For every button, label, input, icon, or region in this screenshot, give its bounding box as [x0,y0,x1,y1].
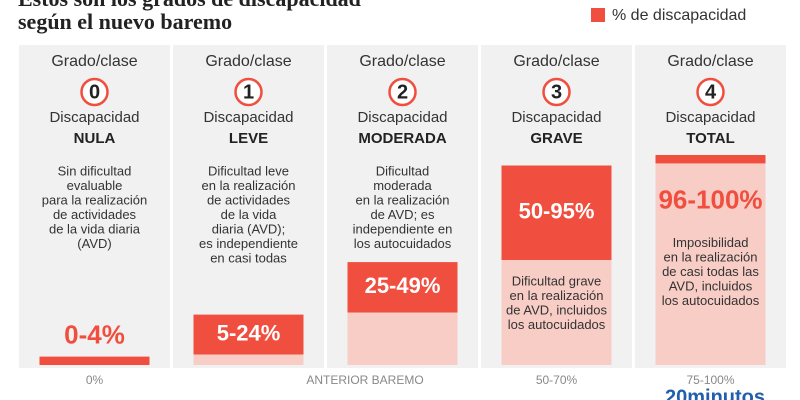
base-area [347,312,458,365]
description-line: Dificultad leve [208,163,289,178]
category: GRAVE [530,130,582,147]
description-line: Sin dificultad [58,163,132,178]
description-line: Dificultad [376,163,429,178]
category-label: Discapacidad [357,109,447,126]
range-label: 50-95% [519,199,595,224]
legend-label: % de discapacidad [612,7,746,24]
description-line: en la realización [356,192,450,207]
category-label: Discapacidad [665,109,755,126]
description-line: en la realización [510,288,604,303]
description-line: de AVD; es [370,207,435,222]
description-line: AVD, incluidos [669,278,753,293]
category: NULA [74,130,116,147]
grade: 1 [243,81,254,103]
grade: 4 [705,81,717,103]
grade-circle [388,77,417,107]
description-line: los autocuidados [508,317,606,332]
grade-circle [542,77,571,107]
description-line: los autocuidados [662,293,760,308]
base-area [655,163,766,365]
base-area [193,354,304,365]
range-bar [193,314,304,355]
category-label: Discapacidad [511,109,601,126]
description-line: Imposibilidad [673,235,749,250]
base-area [501,260,612,365]
grade: 3 [551,81,562,103]
grade-label: Grado/clase [359,53,445,70]
previous-range: 75-100% [686,373,734,387]
description-line: de actividades [53,207,137,222]
grade: 2 [397,81,408,103]
grade: 0 [89,81,100,103]
description-line: para la realización [42,192,148,207]
range-label: 25-49% [365,273,441,298]
description-line: en la realización [664,249,758,264]
range-bar [655,155,766,164]
description-line: en la realización [202,178,296,193]
description-line: es independiente [199,236,298,251]
category: MODERADA [358,130,446,147]
range-label: 96-100% [658,184,762,214]
grade-circle [80,77,109,107]
description-line: (AVD) [77,236,111,251]
description-line: los autocuidados [354,236,452,251]
range-label: 5-24% [217,320,281,345]
category-label: Discapacidad [49,109,139,126]
description-line: moderada [373,178,432,193]
legend-swatch [591,8,605,22]
description-line: Dificultad grave [512,273,602,288]
category-label: Discapacidad [203,109,293,126]
grade-label: Grado/clase [205,53,291,70]
description-line: de la vida diaria [49,221,141,236]
grade-circle [696,77,725,107]
range-bar [39,356,150,365]
range-bar [347,262,458,313]
category: TOTAL [686,130,735,147]
description-line: evaluable [67,178,123,193]
description-line: de la vida [221,207,277,222]
grade-label: Grado/clase [513,53,599,70]
grade-circle [234,77,263,107]
grade-label: Grado/clase [667,53,753,70]
previous-range: 50-70% [536,373,578,387]
description-line: en casi todas [210,250,287,265]
description-line: de casi todas las [662,264,759,279]
grade-label: Grado/clase [51,53,137,70]
description-line: diaria (AVD); [212,221,285,236]
title-line: Estos son los grados de discapacidad [18,0,361,11]
range-bar [501,165,612,260]
description-line: de actividades [207,192,291,207]
description-line: de AVD, incluidos [506,302,607,317]
previous-range: 0% [86,373,104,387]
footer-label: ANTERIOR BAREMO [306,373,423,387]
title-line: según el nuevo baremo [18,9,232,34]
brand: 20minutos [665,386,765,400]
range-label: 0-4% [64,319,125,349]
description-line: independiente en [353,221,453,236]
category: LEVE [229,130,268,147]
